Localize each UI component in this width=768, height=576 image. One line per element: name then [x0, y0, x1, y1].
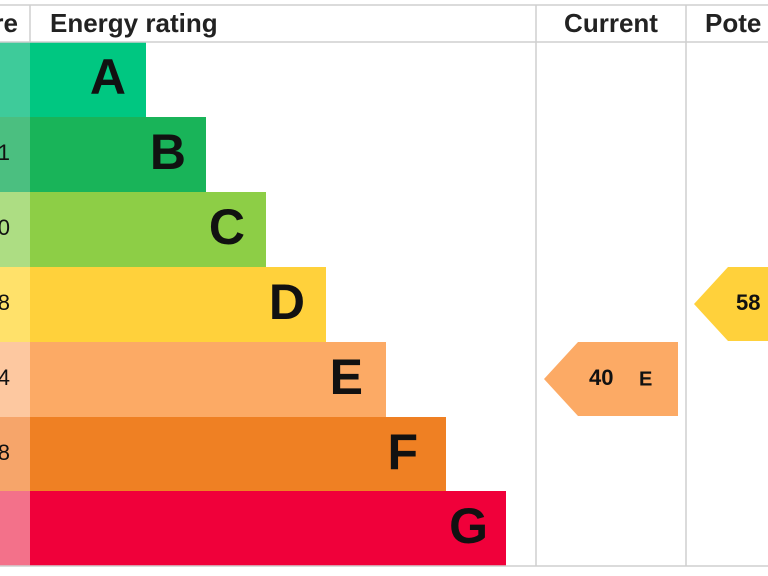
band-letter: B: [150, 124, 186, 180]
score-label: 4: [0, 365, 10, 390]
score-cell: [0, 117, 30, 192]
current-header: Current: [564, 8, 658, 38]
band-bar: [30, 192, 266, 267]
band-letter: F: [387, 424, 418, 480]
current-arrow: [544, 342, 678, 416]
current-value: 40: [589, 365, 613, 390]
band-letter: C: [209, 199, 245, 255]
rating-header: Energy rating: [50, 8, 218, 38]
band-bar: [30, 417, 446, 491]
score-cell: [0, 417, 30, 491]
score-cell: [0, 42, 30, 117]
score-cell: [0, 342, 30, 417]
score-header: re: [0, 8, 18, 38]
band-bar: [30, 42, 146, 117]
band-bar: [30, 491, 506, 566]
score-label: 0: [0, 215, 10, 240]
band-bar: [30, 117, 206, 192]
band-letter: D: [269, 274, 305, 330]
band-bar: [30, 267, 326, 342]
score-cell: [0, 267, 30, 342]
score-label: 8: [0, 440, 10, 465]
current-band: E: [639, 368, 652, 390]
band-letter: G: [449, 498, 488, 554]
band-letter: A: [90, 49, 126, 105]
score-label: 1: [0, 140, 10, 165]
potential-header: Pote: [705, 8, 761, 38]
potential-arrow: [694, 267, 768, 341]
score-cell: [0, 192, 30, 267]
score-label: 8: [0, 290, 10, 315]
potential-value: 58: [736, 290, 760, 315]
band-letter: E: [330, 349, 363, 405]
band-bar: [30, 342, 386, 417]
score-cell: [0, 491, 30, 566]
bands: [0, 42, 506, 566]
